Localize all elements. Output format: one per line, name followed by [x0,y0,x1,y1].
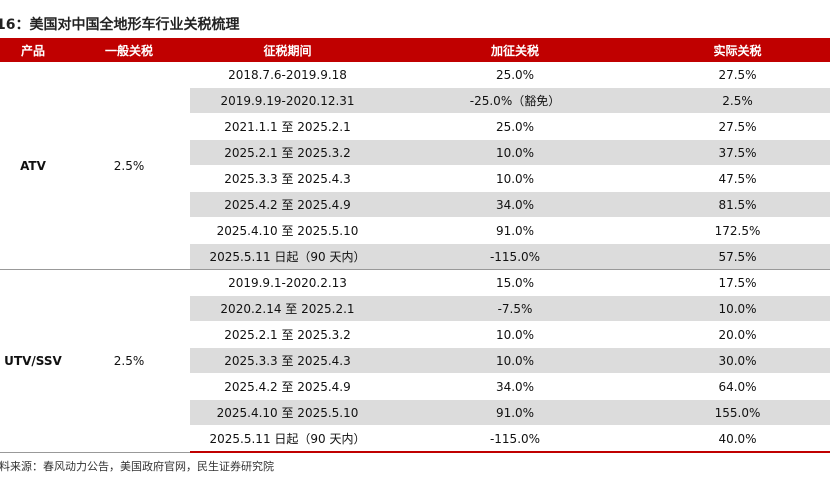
general-tariff-cell: 2.5% [68,62,190,270]
additional-tariff-cell: 25.0% [385,62,645,88]
actual-tariff-cell: 27.5% [645,62,830,88]
actual-tariff-cell: 47.5% [645,165,830,192]
additional-tariff-cell: 34.0% [385,191,645,218]
additional-tariff-cell: -115.0% [385,243,645,270]
table-row: 2025.3.3 至 2025.4.3 10.0% 30.0% [0,347,830,374]
period-cell: 2020.2.14 至 2025.2.1 [190,295,385,322]
additional-tariff-cell: 91.0% [385,217,645,244]
column-header: 一般关税 [68,38,190,62]
period-cell: 2025.2.1 至 2025.3.2 [190,139,385,166]
actual-tariff-cell: 37.5% [645,139,830,166]
actual-tariff-cell: 17.5% [645,269,830,296]
period-cell: 2021.1.1 至 2025.2.1 [190,113,385,140]
actual-tariff-cell: 172.5% [645,217,830,244]
table-row: UTV/SSV 2.5% 2019.9.1-2020.2.13 15.0% 17.5% [0,269,830,453]
period-cell: 2025.2.1 至 2025.3.2 [190,321,385,348]
actual-tariff-cell: 40.0% [645,425,830,453]
table-title: 表16：美国对中国全地形车行业关税梳理 [0,17,240,33]
period-cell: 2019.9.1-2020.2.13 [190,269,385,296]
period-cell: 2025.3.3 至 2025.4.3 [190,347,385,374]
additional-tariff-cell: 25.0% [385,113,645,140]
column-header: 征税期间 [190,38,385,62]
period-cell: 2025.4.2 至 2025.4.9 [190,373,385,400]
actual-tariff-cell: 20.0% [645,321,830,348]
table-body: ATV 2.5% 2018.7.6-2019.9.18 25.0% 27.5% 2019.… [0,62,830,453]
source-note: 资料来源：春风动力公告，美国政府官网，民生证券研究院 [0,460,274,473]
table-row: 2025.4.10 至 2025.5.10 91.0% 172.5% [0,217,830,244]
period-cell: 2025.4.10 至 2025.5.10 [190,217,385,244]
period-cell: 2025.4.10 至 2025.5.10 [190,399,385,426]
additional-tariff-cell: 10.0% [385,347,645,374]
table-row: 2025.2.1 至 2025.3.2 10.0% 37.5% [0,139,830,166]
actual-tariff-cell: 81.5% [645,191,830,218]
additional-tariff-cell: 10.0% [385,321,645,348]
header-row: 产品 一般关税 征税期间 加征关税 实际关税 [0,38,830,62]
product-cell: ATV [0,62,68,270]
additional-tariff-cell: -115.0% [385,425,645,453]
product-cell: UTV/SSV [0,269,68,453]
period-cell: 2025.4.2 至 2025.4.9 [190,191,385,218]
table-row: 2025.3.3 至 2025.4.3 10.0% 47.5% [0,165,830,192]
period-cell: 2018.7.6-2019.9.18 [190,62,385,88]
actual-tariff-cell: 10.0% [645,295,830,322]
additional-tariff-cell: 15.0% [385,269,645,296]
additional-tariff-cell: -7.5% [385,295,645,322]
period-cell: 2025.5.11 日起（90 天内） [190,243,385,270]
actual-tariff-cell: 64.0% [645,373,830,400]
table-row: 2025.4.2 至 2025.4.9 34.0% 81.5% [0,191,830,218]
actual-tariff-cell: 2.5% [645,87,830,114]
additional-tariff-cell: 91.0% [385,399,645,426]
column-header: 实际关税 [645,38,830,62]
column-header: 产品 [0,38,68,62]
table-row: 2020.2.14 至 2025.2.1 -7.5% 10.0% [0,295,830,322]
table-row: 2021.1.1 至 2025.2.1 25.0% 27.5% [0,113,830,140]
table-row: ATV 2.5% 2018.7.6-2019.9.18 25.0% 27.5% [0,62,830,270]
tariff-table: 产品 一般关税 征税期间 加征关税 实际关税 ATV 2.5% 2018.7.6-2019.… [0,38,830,453]
actual-tariff-cell: 57.5% [645,243,830,270]
actual-tariff-cell: 27.5% [645,113,830,140]
additional-tariff-cell: 34.0% [385,373,645,400]
actual-tariff-cell: 155.0% [645,399,830,426]
period-cell: 2025.3.3 至 2025.4.3 [190,165,385,192]
table-row: 2025.5.11 日起（90 天内） -115.0% 57.5% [0,243,830,270]
column-header: 加征关税 [385,38,645,62]
table-row: 2019.9.19-2020.12.31 -25.0%（豁免） 2.5% [0,87,830,114]
period-cell: 2019.9.19-2020.12.31 [190,87,385,114]
additional-tariff-cell: -25.0%（豁免） [385,87,645,114]
period-cell: 2025.5.11 日起（90 天内） [190,425,385,453]
table-row: 2025.2.1 至 2025.3.2 10.0% 20.0% [0,321,830,348]
table-row: 2025.4.10 至 2025.5.10 91.0% 155.0% [0,399,830,426]
actual-tariff-cell: 30.0% [645,347,830,374]
table-row: 2025.5.11 日起（90 天内） -115.0% 40.0% [0,425,830,453]
additional-tariff-cell: 10.0% [385,165,645,192]
general-tariff-cell: 2.5% [68,269,190,453]
table-row: 2025.4.2 至 2025.4.9 34.0% 64.0% [0,373,830,400]
additional-tariff-cell: 10.0% [385,139,645,166]
